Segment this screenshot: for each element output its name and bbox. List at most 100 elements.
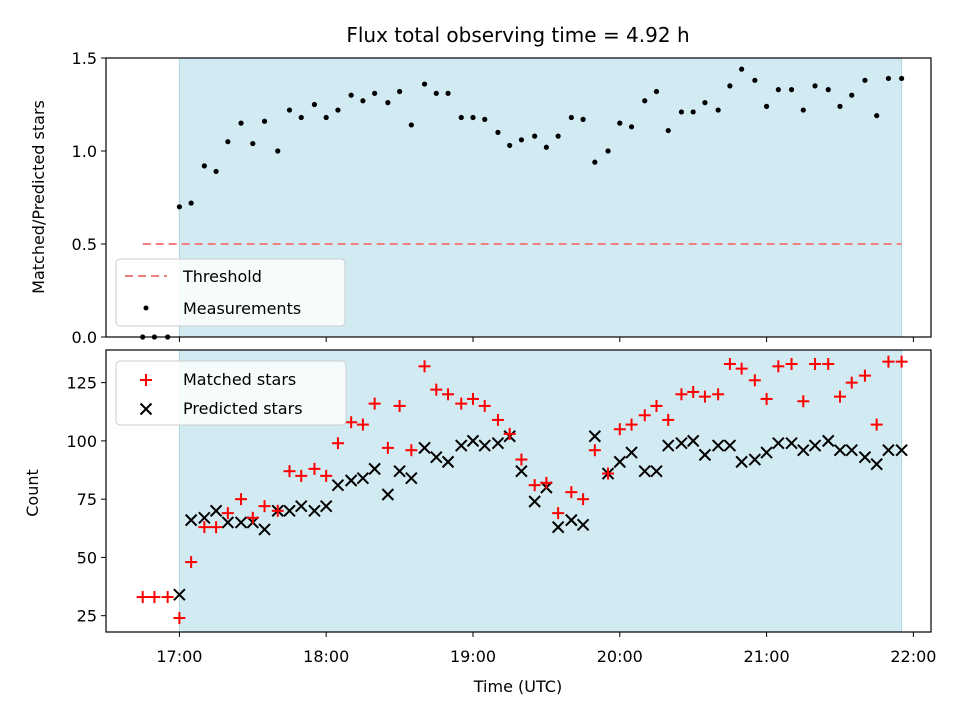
measurement-point <box>899 75 905 82</box>
bottom-y-axis-label: Count <box>23 469 42 517</box>
matched-star-point <box>662 413 675 426</box>
predicted-star-point-b <box>711 439 725 452</box>
bottom-legend-box <box>115 360 347 426</box>
predicted-star-point <box>515 464 528 478</box>
predicted-star-point-b <box>319 499 333 513</box>
bottom-x-tick-label: 21:00 <box>744 647 790 666</box>
predicted-star-point-b <box>576 518 590 532</box>
bottom-y-tick-label: 25 <box>77 607 97 626</box>
predicted-star-point <box>381 488 395 501</box>
predicted-star-point-b <box>735 455 748 469</box>
measurement-point <box>360 98 366 104</box>
measurement-point <box>715 107 721 113</box>
top-legend: Threshold Measurements <box>115 258 346 327</box>
predicted-star-point-b <box>797 444 810 457</box>
matched-star-point <box>136 591 149 604</box>
measurement-point <box>470 114 476 121</box>
predicted-star-point-b <box>662 439 675 452</box>
predicted-star-point-b <box>748 453 762 466</box>
predicted-star-point <box>344 474 358 487</box>
predicted-star-point-b <box>381 488 395 501</box>
predicted-star-point-b <box>258 523 271 536</box>
matched-star-point <box>638 409 651 422</box>
matched-stars-points <box>136 355 908 625</box>
bottom-axes-frame <box>105 349 932 633</box>
predicted-star-point <box>858 450 872 464</box>
predicted-star-point <box>772 437 785 450</box>
predicted-star-point <box>368 462 381 476</box>
measurement-point <box>201 163 207 169</box>
predicted-star-point <box>870 457 883 471</box>
predicted-star-point-b <box>772 437 785 450</box>
measurement-point <box>617 120 623 126</box>
predicted-star-point <box>441 455 455 469</box>
matched-star-point <box>723 357 736 370</box>
matched-star-point <box>430 383 443 396</box>
legend-matched-swatch <box>140 374 152 386</box>
matched-star-point <box>173 612 186 625</box>
predicted-star-point <box>295 499 308 513</box>
matched-star-point <box>283 465 296 478</box>
matched-star-point <box>515 453 528 466</box>
chart-title: Flux total observing time = 4.92 h <box>346 23 689 47</box>
matched-star-point <box>870 418 883 431</box>
matched-star-point <box>221 507 234 520</box>
predicted-star-point-b <box>528 495 541 508</box>
matched-star-point <box>478 399 491 412</box>
predicted-star-point-b <box>455 439 468 452</box>
x-axis-label: Time (UTC) <box>473 677 562 696</box>
measurement-point <box>445 90 451 96</box>
matched-star-point <box>772 360 785 373</box>
measurement-point <box>495 129 501 135</box>
predicted-star-point <box>711 439 725 452</box>
legend-measurements-label: Measurements <box>183 299 301 318</box>
measurement-point <box>408 122 414 128</box>
predicted-star-point-b <box>698 448 712 462</box>
count-panel: 25 50 75 100 125 17:00 18:00 19:00 20:00 21:00 22… <box>23 349 936 696</box>
bottom-y-tick-label: 100 <box>66 432 97 451</box>
predicted-star-point <box>198 511 211 525</box>
predicted-star-point <box>221 516 235 529</box>
matched-star-point <box>198 521 211 534</box>
matched-star-point <box>845 376 858 389</box>
measurement-point <box>800 107 806 113</box>
measurement-point <box>507 142 513 149</box>
predicted-star-point-b <box>173 588 186 601</box>
matched-star-point <box>381 441 394 454</box>
predicted-star-point <box>319 499 333 513</box>
predicted-star-point <box>565 513 578 527</box>
predicted-star-point-b <box>441 455 455 469</box>
predicted-star-point <box>551 520 565 534</box>
matched-star-point <box>809 357 822 370</box>
matched-star-point <box>405 444 418 457</box>
measurement-point <box>323 114 329 121</box>
bottom-x-tick-label: 20:00 <box>597 647 643 666</box>
predicted-star-point <box>258 523 271 536</box>
legend-predicted-marker <box>139 402 153 416</box>
predicted-star-point-b <box>405 471 418 485</box>
matched-star-point <box>735 362 748 375</box>
matched-star-point <box>797 395 810 408</box>
bottom-x-tick-label: 17:00 <box>156 647 202 666</box>
measurement-point <box>653 88 660 95</box>
bottom-y-tick-label: 75 <box>77 490 97 509</box>
matched-star-point <box>895 355 908 368</box>
predicted-star-point-b <box>198 511 211 525</box>
matched-star-point <box>822 357 835 370</box>
matched-star-point <box>356 418 369 431</box>
matched-star-point <box>577 493 590 506</box>
predicted-star-point <box>625 446 638 459</box>
predicted-star-point <box>455 439 468 452</box>
measurement-point <box>739 66 745 72</box>
predicted-star-point <box>478 439 491 452</box>
legend-matched-label: Matched stars <box>183 370 296 389</box>
predicted-star-point <box>785 437 798 450</box>
predicted-star-point <box>686 434 700 448</box>
measurement-point <box>837 103 843 109</box>
predicted-star-point-b <box>822 434 835 448</box>
measurement-point <box>261 118 268 124</box>
predicted-star-point <box>491 437 505 450</box>
matched-star-point <box>760 392 773 405</box>
predicted-star-point <box>760 446 773 459</box>
